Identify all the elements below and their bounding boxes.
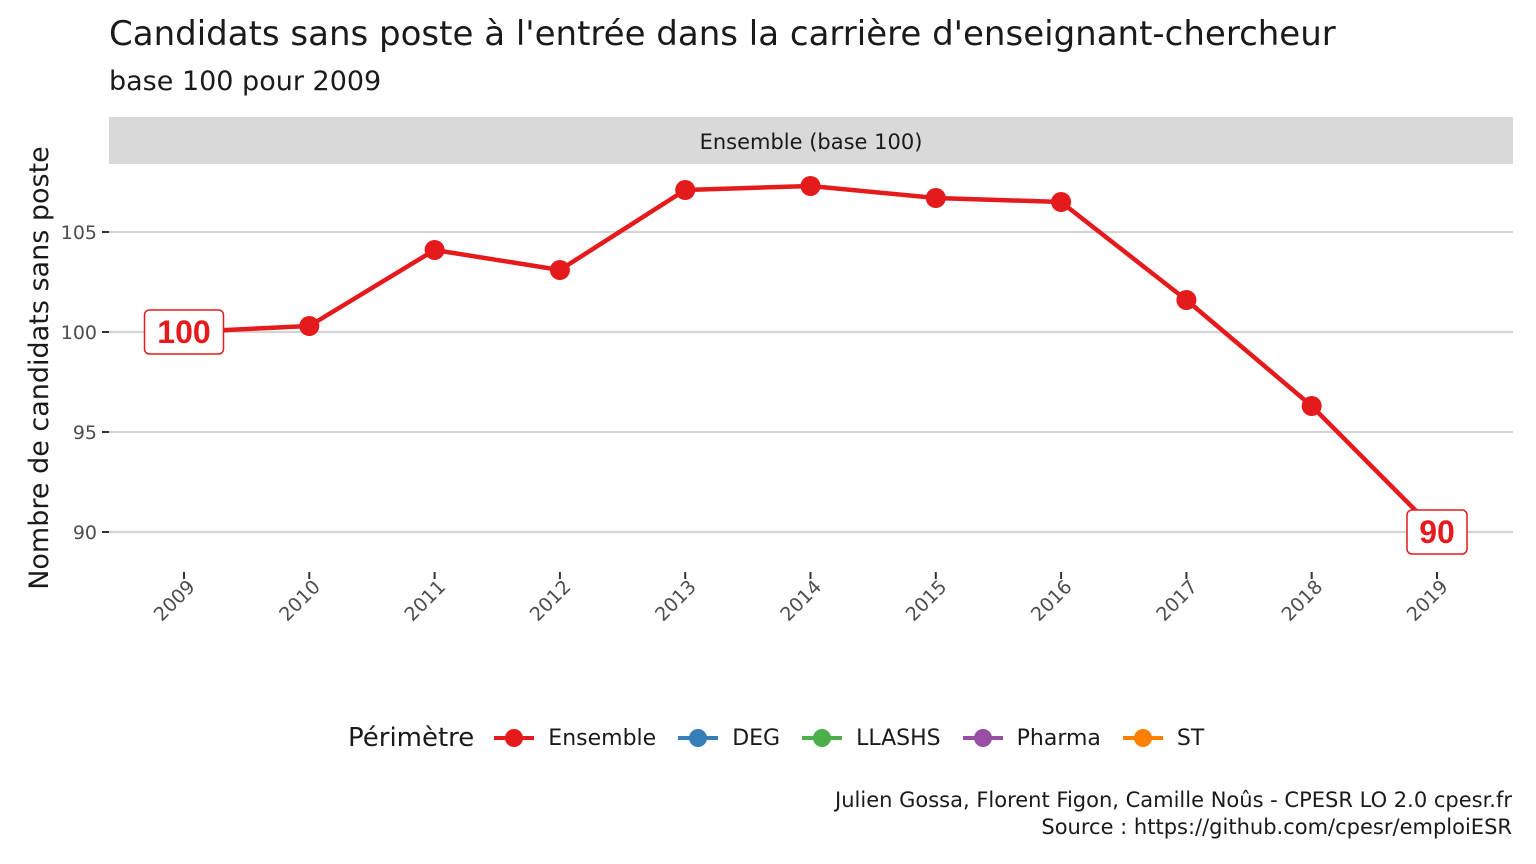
facet-label: Ensemble (base 100) — [700, 130, 923, 154]
x-tick-label: 2017 — [1152, 576, 1202, 626]
x-tick-label: 2019 — [1403, 576, 1453, 626]
data-point — [1301, 396, 1322, 416]
x-tick-label: 2013 — [651, 576, 701, 626]
legend-label: Pharma — [1016, 725, 1101, 751]
chart-title: Candidats sans poste à l'entrée dans la … — [109, 14, 1336, 54]
x-tick-label: 2014 — [776, 576, 826, 626]
x-tick-label: 2015 — [902, 576, 952, 626]
y-axis-label: Nombre de candidats sans poste — [24, 146, 55, 590]
legend-title: Périmètre — [348, 723, 475, 753]
x-tick-label: 2018 — [1277, 576, 1327, 626]
facet-strip — [109, 117, 1513, 164]
x-tick-label: 2010 — [275, 576, 325, 626]
data-label-box — [143, 309, 225, 355]
data-point — [675, 180, 696, 200]
legend-key — [800, 728, 844, 748]
y-tick-label: 105 — [61, 222, 97, 244]
legend-label: LLASHS — [856, 725, 941, 751]
x-tick-label: 2009 — [150, 576, 200, 626]
y-tick-label: 90 — [73, 522, 97, 544]
legend-label: ST — [1176, 725, 1205, 751]
caption-source: Source : https://github.com/cpesr/emploi… — [1041, 815, 1512, 839]
legend-key — [492, 728, 536, 748]
x-tick-label: 2011 — [400, 576, 450, 626]
y-tick-label: 100 — [61, 322, 97, 344]
legend-key — [676, 728, 720, 748]
legend-label: DEG — [732, 725, 781, 751]
data-point — [1051, 192, 1072, 212]
series-line — [183, 183, 1439, 534]
legend-item: ST — [1121, 726, 1204, 751]
x-tick-label: 2016 — [1027, 576, 1077, 626]
data-label: 100 — [157, 314, 210, 350]
legend: Périmètre Ensemble DEG LLASHS Pharma ST — [348, 720, 1224, 756]
legend-key — [1121, 728, 1165, 748]
legend-item: DEG — [676, 726, 780, 751]
data-label-box — [1406, 509, 1468, 555]
line-chart: Ensemble (base 100) 90 95 100 105 2009 2010 2… — [24, 117, 1513, 626]
caption-authors: Julien Gossa, Florent Figon, Camille Noû… — [835, 788, 1512, 812]
legend-item: Ensemble — [492, 726, 656, 751]
legend-item: Pharma — [961, 726, 1101, 751]
legend-label: Ensemble — [548, 725, 657, 751]
legend-item: LLASHS — [800, 726, 941, 751]
data-label: 90 — [1419, 514, 1455, 550]
data-point — [424, 240, 445, 260]
data-point — [1176, 290, 1197, 310]
chart-subtitle: base 100 pour 2009 — [109, 66, 382, 97]
data-point — [299, 316, 320, 336]
x-tick-label: 2012 — [526, 576, 576, 626]
data-point — [549, 260, 570, 280]
legend-key — [961, 728, 1005, 748]
data-point — [800, 176, 821, 196]
caption: Julien Gossa, Florent Figon, Camille Noû… — [835, 787, 1512, 841]
data-point — [925, 188, 946, 208]
y-tick-label: 95 — [73, 422, 97, 444]
